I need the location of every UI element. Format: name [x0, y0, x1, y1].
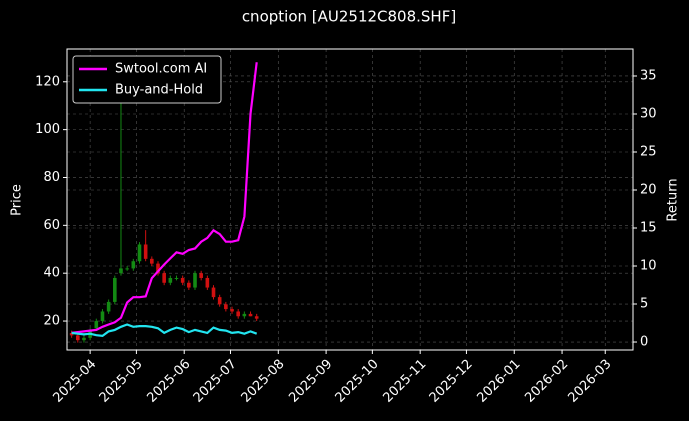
x-tick-label: 2025-06 [144, 357, 193, 406]
candle-body [236, 311, 240, 317]
candle-body [230, 309, 234, 312]
candle-body [94, 321, 99, 329]
y2-tick-label: 25 [640, 144, 657, 159]
candle-body [143, 244, 148, 259]
candle-body [106, 301, 111, 312]
candle-body [156, 263, 160, 274]
candle-body [168, 277, 173, 283]
candle-body [69, 333, 74, 336]
x-tick-label: 2026-02 [522, 357, 571, 406]
candle-body [187, 282, 191, 288]
y-tick-label: 80 [43, 170, 60, 185]
series-line [71, 62, 258, 334]
x-tick-label: 2025-09 [286, 357, 335, 406]
series-line [71, 323, 258, 338]
candle-body [100, 311, 105, 322]
candle-body [199, 273, 203, 278]
y-tick-label: 40 [43, 266, 60, 281]
x-tick-label: 2025-10 [333, 357, 382, 406]
x-tick-label: 2025-12 [427, 357, 476, 406]
legend-box [72, 55, 222, 104]
candle-body [248, 313, 253, 317]
legend-label: Swtool.com AI [115, 62, 207, 77]
y2-tick-label: 15 [640, 221, 657, 236]
y2-tick-label: 30 [640, 106, 657, 121]
candle-body [119, 268, 123, 274]
y-tick-label: 100 [35, 122, 60, 137]
y-axis-label: Price [10, 184, 25, 216]
x-tick-label: 2025-11 [380, 357, 429, 406]
candle-body [174, 277, 179, 279]
candle-body [224, 304, 228, 310]
candle-body [217, 297, 222, 305]
x-tick-label: 2025-04 [50, 357, 99, 406]
x-tick-label: 2025-05 [97, 357, 146, 406]
y2-tick-label: 35 [640, 68, 657, 83]
y2-tick-label: 10 [640, 259, 657, 274]
y2-tick-label: 5 [640, 297, 648, 312]
candle-body [162, 273, 166, 283]
y-tick-label: 20 [43, 314, 60, 329]
y2-axis-label: Return [666, 178, 681, 221]
candle-body [242, 313, 247, 317]
candle-body [205, 277, 210, 288]
plot-frame [66, 48, 634, 351]
legend-label: Buy-and-Hold [115, 83, 203, 98]
y2-tick-label: 0 [640, 335, 648, 350]
x-tick-label: 2025-07 [191, 357, 240, 406]
x-tick-label: 2026-01 [475, 357, 524, 406]
candle-body [82, 337, 86, 341]
candle-body [193, 273, 197, 288]
candle-body [113, 277, 117, 302]
candle-body [180, 277, 185, 283]
candle-body [150, 258, 154, 264]
candle-body [125, 268, 129, 270]
y2-tick-label: 20 [640, 182, 657, 197]
candle-body [131, 261, 136, 269]
y-tick-label: 60 [43, 218, 60, 233]
candle-body [137, 244, 142, 262]
candle-body [211, 287, 216, 298]
chart-title: cnoption [AU2512C808.SHF] [242, 8, 456, 26]
candle-body [75, 335, 80, 341]
y-tick-label: 120 [35, 74, 60, 89]
x-tick-label: 2025-08 [239, 357, 288, 406]
candle-body [254, 316, 259, 319]
x-tick-label: 2026-03 [566, 357, 615, 406]
